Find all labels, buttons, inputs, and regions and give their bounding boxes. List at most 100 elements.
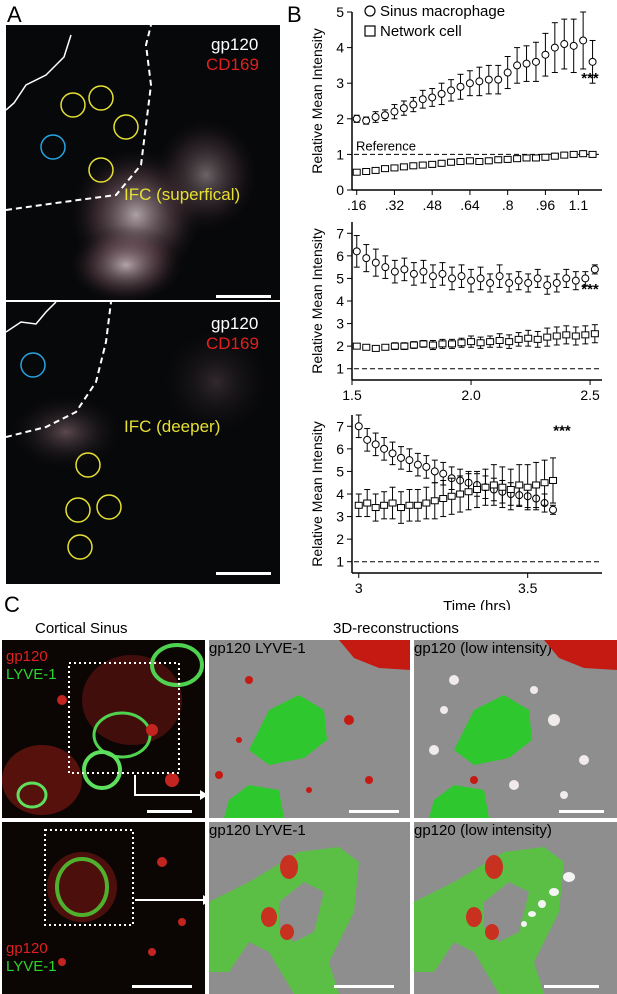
reference-label: Reference [356, 138, 416, 153]
point-sinus-macrophage [588, 57, 597, 66]
point-sinus-macrophage [388, 449, 397, 458]
x-tick-label: 1.5 [342, 387, 362, 403]
point-network-cell [388, 499, 397, 507]
point-sinus-macrophage [494, 75, 503, 84]
scale-bar [147, 810, 192, 813]
point-sinus-macrophage [437, 89, 446, 98]
point-network-cell [400, 342, 409, 350]
significance-marker: *** [581, 70, 599, 87]
point-network-cell [579, 150, 588, 158]
point-network-cell [354, 501, 363, 509]
point-sinus-macrophage [354, 422, 363, 431]
point-network-cell [422, 499, 431, 507]
point-sinus-macrophage [430, 467, 439, 476]
point-network-cell [380, 501, 389, 509]
point-network-cell [352, 342, 361, 350]
y-axis-label: Relative Mean Intensity [309, 28, 325, 174]
point-network-cell [467, 338, 476, 346]
x-tick-label: .8 [502, 197, 514, 213]
scale-bar [216, 295, 271, 298]
point-network-cell [456, 158, 465, 166]
x-tick-label: .32 [385, 197, 405, 213]
point-network-cell [438, 340, 447, 348]
legend-label: Network cell [380, 23, 462, 40]
point-sinus-macrophage [428, 272, 437, 281]
x-tick-label: 2.0 [461, 387, 481, 403]
point-sinus-macrophage [380, 444, 389, 453]
point-network-cell [396, 504, 405, 512]
y-tick-label: 4 [336, 293, 344, 309]
point-sinus-macrophage [484, 75, 493, 84]
point-network-cell [588, 150, 597, 158]
point-network-cell [352, 168, 361, 176]
point-sinus-macrophage [418, 95, 427, 104]
point-network-cell [522, 154, 531, 162]
point-sinus-macrophage [428, 93, 437, 102]
y-tick-label: 2 [336, 531, 344, 547]
point-network-cell [362, 167, 371, 175]
y-tick-label: 2 [336, 111, 344, 127]
y-tick-label: 3 [336, 75, 344, 91]
point-sinus-macrophage [456, 82, 465, 91]
point-sinus-macrophage [579, 36, 588, 45]
y-tick-label: 5 [336, 270, 344, 286]
point-sinus-macrophage [549, 505, 558, 514]
y-tick-label: 3 [336, 509, 344, 525]
point-sinus-macrophage [503, 68, 512, 77]
point-network-cell [514, 335, 523, 343]
point-network-cell [481, 483, 490, 491]
label-gp120: gp120 [414, 640, 456, 657]
point-network-cell [506, 485, 515, 493]
legend-label: Sinus macrophage [380, 3, 505, 20]
label-cd169: CD169 [206, 55, 259, 74]
y-tick-label: 1 [336, 146, 344, 162]
y-axis-label: Relative Mean Intensity [309, 421, 325, 567]
point-network-cell [363, 499, 372, 507]
x-tick-label: 3.5 [518, 580, 538, 596]
point-sinus-macrophage [409, 269, 418, 278]
point-sinus-macrophage [381, 111, 390, 120]
x-tick-label: .48 [422, 197, 442, 213]
point-sinus-macrophage [352, 247, 361, 256]
point-network-cell [473, 485, 481, 493]
point-sinus-macrophage [362, 116, 371, 125]
3d-reconstruction-bottom: gp120 LYVE-1 [209, 822, 410, 994]
point-sinus-macrophage [562, 274, 571, 283]
point-sinus-macrophage [495, 272, 504, 281]
point-network-cell [533, 335, 542, 343]
label-lyve1: LYVE-1 [6, 666, 57, 683]
3d-reconstruction-top-low-intensity-drawing [429, 640, 617, 818]
point-network-cell [498, 483, 507, 491]
point-network-cell [484, 157, 493, 165]
point-sinus-macrophage [571, 276, 580, 285]
y-tick-label: 6 [336, 248, 344, 264]
micrograph-ifc-deeper: gp120 CD169 IFC (deeper) [6, 302, 280, 584]
3d-reconstruction-top-drawing [215, 640, 410, 818]
point-network-cell [475, 158, 484, 166]
point-sinus-macrophage [439, 469, 448, 478]
point-sinus-macrophage [400, 265, 409, 274]
point-network-cell [456, 490, 465, 498]
x-tick-label: .96 [536, 197, 556, 213]
point-sinus-macrophage [560, 40, 569, 49]
point-network-cell [581, 331, 590, 339]
point-sinus-macrophage [475, 77, 484, 86]
point-network-cell [524, 334, 533, 342]
point-network-cell [560, 151, 569, 159]
point-network-cell [381, 343, 390, 351]
point-network-cell [513, 155, 522, 163]
point-network-cell [371, 344, 380, 352]
point-sinus-macrophage [569, 41, 578, 50]
point-sinus-macrophage [467, 276, 476, 285]
point-network-cell [523, 483, 532, 491]
significance-marker: *** [553, 422, 571, 439]
point-network-cell [590, 330, 599, 338]
point-network-cell [562, 331, 571, 339]
point-sinus-macrophage [541, 50, 550, 59]
point-sinus-macrophage [399, 104, 408, 113]
point-sinus-macrophage [550, 43, 559, 52]
point-network-cell [505, 338, 514, 346]
label-low-intensity: (low intensity) [460, 640, 552, 657]
point-network-cell [399, 163, 408, 171]
point-network-cell [419, 340, 428, 348]
